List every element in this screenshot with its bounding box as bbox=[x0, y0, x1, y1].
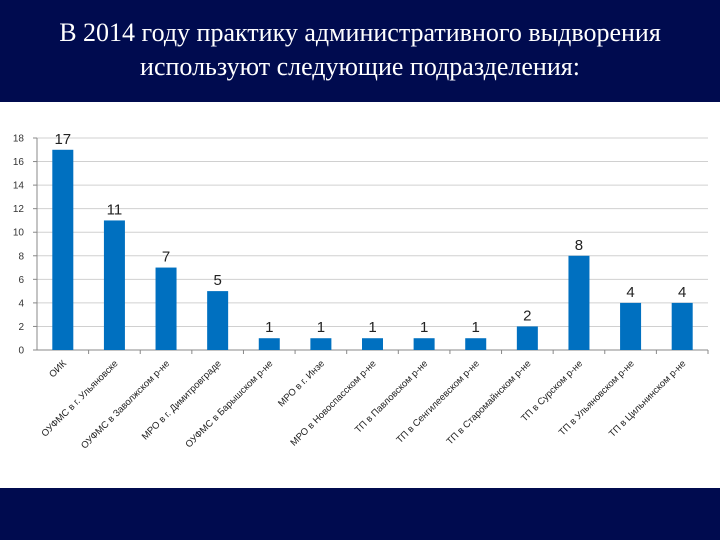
bar bbox=[362, 338, 383, 350]
bars bbox=[52, 149, 693, 350]
x-tick-label: ТП в Старомайнском р-не bbox=[445, 358, 534, 447]
data-label: 4 bbox=[678, 284, 686, 301]
x-tick-label: ОИК bbox=[47, 358, 69, 380]
bar bbox=[568, 255, 590, 350]
y-tick-label: 2 bbox=[18, 322, 24, 333]
bar bbox=[516, 326, 538, 350]
data-label: 1 bbox=[472, 319, 480, 336]
slide-title: В 2014 году практику административного в… bbox=[59, 18, 661, 81]
chart-panel: 17 11 7 5 1 1 1 1 1 2 8 4 4 0 2 4 6 8 10 12 14 16 18 ОИК ОУФМС… bbox=[0, 102, 720, 488]
y-tick-label: 6 bbox=[18, 275, 24, 286]
bar bbox=[671, 302, 693, 350]
bar bbox=[620, 302, 642, 350]
data-label: 17 bbox=[54, 131, 71, 148]
y-tick-labels: 0 2 4 6 8 10 12 14 16 18 bbox=[13, 134, 25, 357]
y-tick-label: 14 bbox=[13, 181, 25, 192]
data-label: 2 bbox=[523, 307, 531, 324]
x-tick-label: ТП в Сенгилеевском р-не bbox=[394, 358, 481, 445]
data-label: 1 bbox=[420, 319, 428, 336]
data-label: 7 bbox=[162, 249, 170, 266]
x-tick-label: МРО в г. Инзе bbox=[276, 358, 327, 409]
data-label: 1 bbox=[317, 319, 325, 336]
y-tick-label: 4 bbox=[18, 298, 24, 309]
y-tick-label: 12 bbox=[13, 204, 25, 215]
y-tick-label: 16 bbox=[13, 157, 25, 168]
data-label: 1 bbox=[265, 319, 273, 336]
bar bbox=[258, 338, 280, 350]
y-tick-label: 10 bbox=[13, 228, 25, 239]
bar bbox=[52, 149, 74, 350]
y-tick-label: 18 bbox=[13, 134, 25, 145]
bar bbox=[310, 338, 332, 350]
y-tick-label: 8 bbox=[18, 251, 24, 262]
slide-footer bbox=[0, 488, 720, 540]
data-label: 4 bbox=[626, 284, 634, 301]
gridlines bbox=[37, 137, 708, 327]
slide-header: В 2014 году практику административного в… bbox=[0, 0, 720, 102]
y-tick-label: 0 bbox=[18, 346, 24, 357]
data-label: 8 bbox=[575, 237, 583, 254]
bar bbox=[155, 267, 177, 350]
data-label: 11 bbox=[107, 201, 123, 218]
x-tick-label: ОУФМС в Барышском р-не bbox=[184, 358, 276, 450]
x-tick-label: ОУФМС в Заволжском р-не bbox=[79, 358, 172, 451]
data-label: 1 bbox=[368, 319, 376, 336]
bar bbox=[413, 338, 435, 350]
bar bbox=[103, 220, 125, 350]
bar bbox=[207, 291, 229, 350]
x-tick-label: МРО в Новоспасском р-не bbox=[288, 358, 378, 448]
data-label: 5 bbox=[213, 272, 221, 289]
bar bbox=[465, 338, 487, 350]
